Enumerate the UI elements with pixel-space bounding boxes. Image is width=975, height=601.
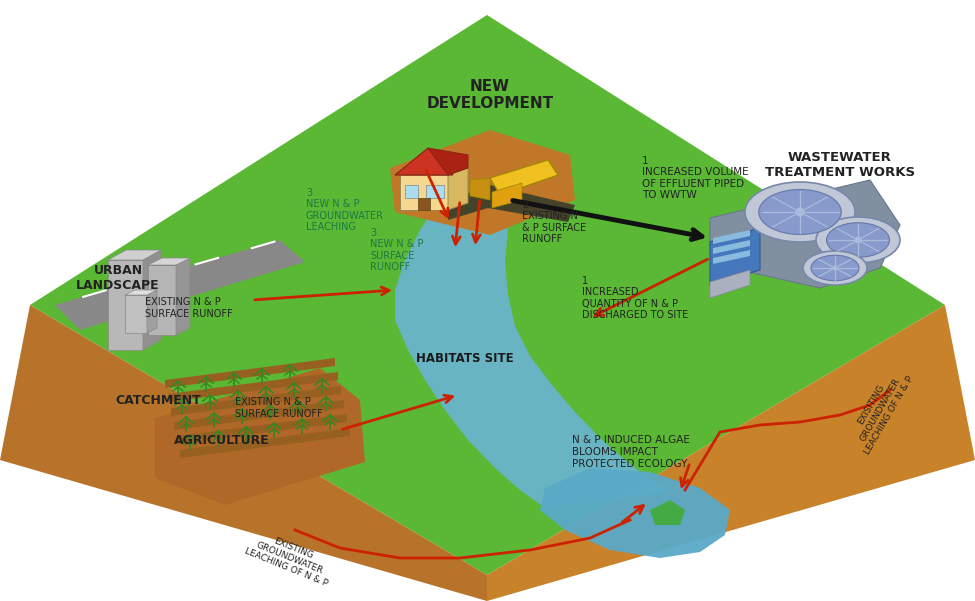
Polygon shape (428, 148, 468, 175)
Polygon shape (30, 15, 945, 575)
Polygon shape (395, 148, 453, 175)
Text: 1
INCREASED
QUANTITY OF N & P
DISCHARGED TO SITE: 1 INCREASED QUANTITY OF N & P DISCHARGED… (582, 276, 688, 320)
Polygon shape (155, 368, 365, 505)
Text: NEW
DEVELOPMENT: NEW DEVELOPMENT (426, 79, 554, 111)
Polygon shape (176, 258, 190, 335)
Text: 3
NEW N & P
GROUNDWATER
LEACHING: 3 NEW N & P GROUNDWATER LEACHING (306, 188, 384, 233)
Polygon shape (55, 240, 305, 330)
Polygon shape (390, 130, 575, 235)
Polygon shape (125, 290, 157, 295)
Polygon shape (400, 175, 448, 210)
Ellipse shape (745, 182, 855, 242)
Text: WASTEWATER
TREATMENT WORKS: WASTEWATER TREATMENT WORKS (765, 151, 916, 179)
Polygon shape (418, 198, 430, 210)
Polygon shape (171, 386, 341, 416)
Polygon shape (395, 158, 670, 508)
Polygon shape (470, 178, 490, 200)
Ellipse shape (811, 255, 859, 281)
Polygon shape (710, 270, 750, 298)
Ellipse shape (759, 189, 841, 234)
Polygon shape (426, 185, 444, 198)
Polygon shape (405, 185, 418, 198)
Polygon shape (180, 428, 350, 458)
Text: CATCHMENT: CATCHMENT (115, 394, 201, 406)
Polygon shape (650, 500, 685, 525)
Polygon shape (448, 168, 468, 210)
Circle shape (854, 237, 862, 243)
Polygon shape (168, 372, 338, 402)
Text: 3
NEW N & P
SURFACE
RUNOFF: 3 NEW N & P SURFACE RUNOFF (370, 228, 423, 272)
Text: HABITATS SITE: HABITATS SITE (416, 352, 514, 364)
Text: EXISITING
GROUNDWATER
LEACHING OF N & P: EXISITING GROUNDWATER LEACHING OF N & P (845, 364, 916, 456)
Polygon shape (713, 230, 750, 244)
Polygon shape (0, 305, 487, 601)
Polygon shape (540, 468, 730, 558)
Text: 1
INCREASED VOLUME
OF EFFLUENT PIPED
TO WWTW: 1 INCREASED VOLUME OF EFFLUENT PIPED TO … (642, 156, 749, 200)
Text: EXISTING
GROUNDWATER
LEACHING OF N & P: EXISTING GROUNDWATER LEACHING OF N & P (243, 528, 336, 588)
Text: AGRICULTURE: AGRICULTURE (175, 433, 270, 447)
Polygon shape (165, 358, 335, 388)
Polygon shape (108, 250, 161, 260)
Polygon shape (177, 414, 347, 444)
Polygon shape (108, 260, 143, 350)
Ellipse shape (803, 251, 867, 285)
Polygon shape (143, 250, 161, 350)
Polygon shape (492, 183, 522, 208)
Ellipse shape (816, 217, 900, 263)
Ellipse shape (827, 223, 889, 257)
Text: URBAN
LANDSCAPE: URBAN LANDSCAPE (76, 264, 160, 292)
Circle shape (796, 207, 804, 216)
Polygon shape (713, 240, 750, 254)
Polygon shape (710, 228, 760, 285)
Polygon shape (147, 290, 157, 333)
Text: EXISTING N & P
SURFACE RUNOFF: EXISTING N & P SURFACE RUNOFF (235, 397, 323, 419)
Circle shape (833, 266, 838, 270)
Polygon shape (174, 400, 344, 430)
Polygon shape (125, 295, 147, 333)
Text: EXISTING N & P
SURFACE RUNOFF: EXISTING N & P SURFACE RUNOFF (145, 297, 233, 319)
Polygon shape (487, 305, 975, 601)
Text: N & P INDUCED ALGAE
BLOOMS IMPACT
PROTECTED ECOLOGY: N & P INDUCED ALGAE BLOOMS IMPACT PROTEC… (572, 435, 690, 469)
Polygon shape (490, 160, 558, 195)
Polygon shape (148, 258, 190, 265)
Polygon shape (710, 180, 900, 288)
Polygon shape (148, 265, 176, 335)
Polygon shape (448, 185, 575, 222)
Text: 2
EXISTING N
& P SURFACE
RUNOFF: 2 EXISTING N & P SURFACE RUNOFF (522, 200, 586, 245)
Polygon shape (713, 250, 750, 264)
